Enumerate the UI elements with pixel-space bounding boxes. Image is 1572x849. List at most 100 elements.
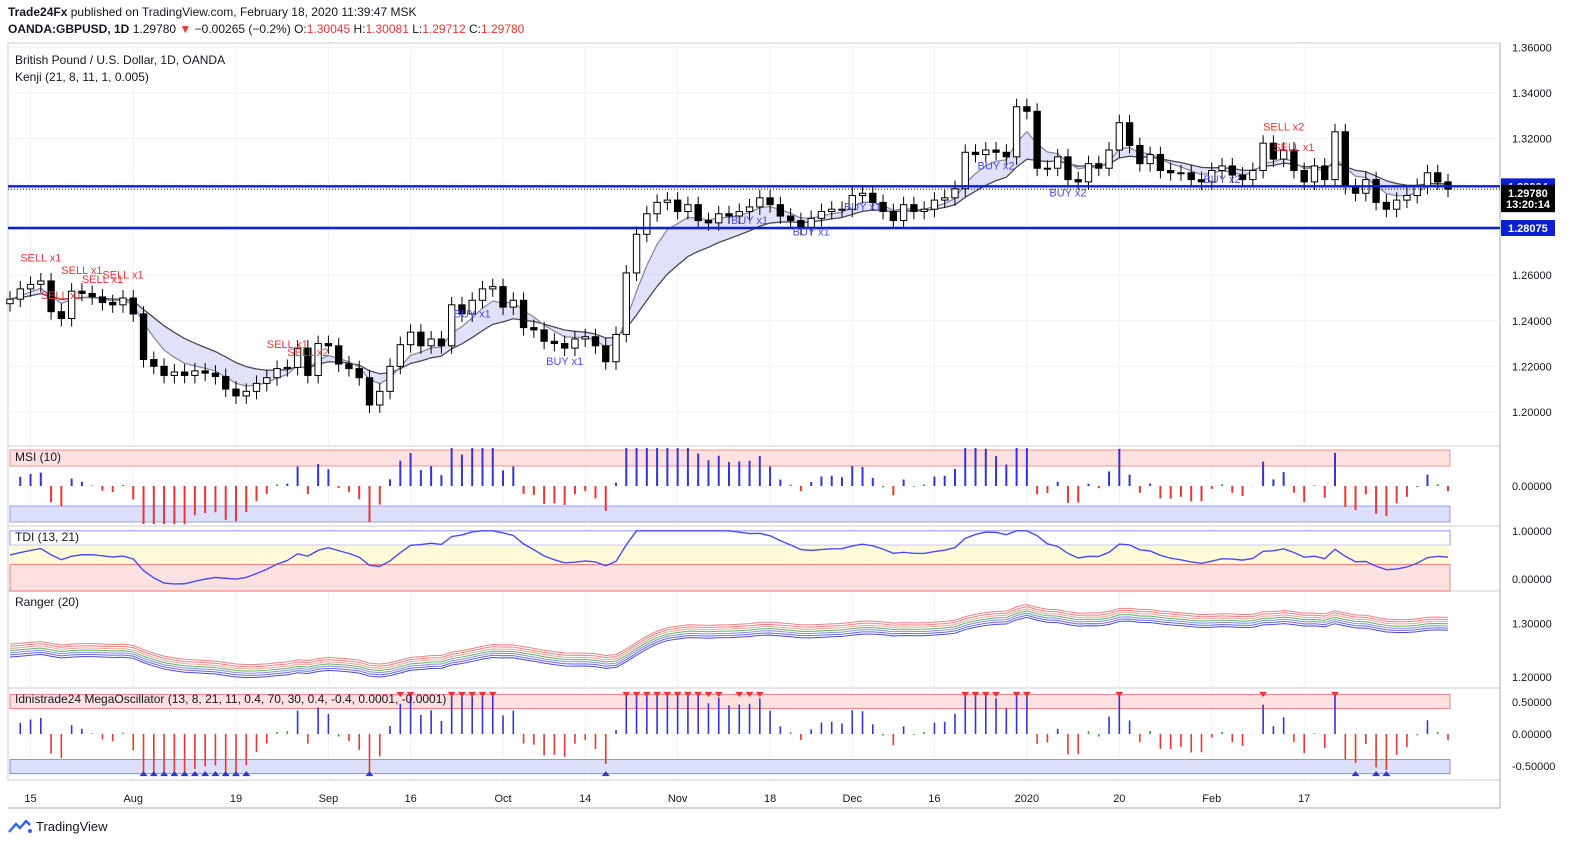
candle-body xyxy=(694,204,702,222)
candle-body xyxy=(283,366,292,370)
ranger-line xyxy=(9,603,1449,666)
pane-title: MSI (10) xyxy=(15,450,61,464)
candle-body xyxy=(653,201,661,215)
candle-body xyxy=(971,151,980,156)
ranger-line xyxy=(9,606,1449,668)
candle-body xyxy=(447,304,456,347)
x-tick-label: 2020 xyxy=(1015,793,1039,805)
candle-body xyxy=(879,201,887,212)
x-tick-label: Oct xyxy=(494,793,511,805)
tdi-band-mid xyxy=(10,545,1450,565)
sell-arrow-icon xyxy=(673,691,682,697)
candle-body xyxy=(735,210,743,217)
candle-body xyxy=(252,382,261,392)
y-tick-label: 1.36000 xyxy=(1512,43,1552,55)
tradingview-brand[interactable]: TradingView xyxy=(8,819,108,834)
candle-body xyxy=(571,338,579,349)
candle-body xyxy=(1187,172,1195,181)
y-tick-label: 1.24000 xyxy=(1512,316,1552,328)
candle-body xyxy=(304,347,312,376)
sell-arrow-icon xyxy=(1115,691,1124,697)
pane-3 xyxy=(7,590,1501,689)
buy-signal-label: BUY x1 xyxy=(844,201,881,213)
candle-body xyxy=(16,288,24,300)
pane-title: TDI (13, 21) xyxy=(15,530,79,544)
candle-body xyxy=(427,338,435,347)
sell-arrow-icon xyxy=(478,691,487,697)
ranger-line xyxy=(9,616,1449,679)
candle-body xyxy=(622,272,630,335)
buy-signal-label: BUY x2 xyxy=(978,160,1015,172)
x-tick-label: 16 xyxy=(928,793,940,805)
x-tick-label: 20 xyxy=(1113,793,1125,805)
sell-arrow-icon xyxy=(1022,691,1031,697)
candle-body xyxy=(98,296,107,304)
sell-arrow-icon xyxy=(683,691,692,697)
high-label: H: xyxy=(353,22,366,36)
candle-body xyxy=(786,215,795,222)
candle-body xyxy=(1290,149,1298,172)
buy-arrow-icon xyxy=(180,771,189,777)
candle-body xyxy=(1166,170,1175,174)
candle-body xyxy=(6,298,14,305)
buy-arrow-icon xyxy=(211,771,220,777)
sell-arrow-icon xyxy=(663,691,672,697)
candle-body xyxy=(776,204,785,217)
candle-body xyxy=(951,188,959,199)
candle-body xyxy=(982,149,990,156)
sell-arrow-icon xyxy=(735,691,744,697)
sell-signal-label: SELL x1 xyxy=(20,253,61,265)
candle-body xyxy=(499,286,507,308)
candle-body xyxy=(180,371,189,376)
open-value: 1.30045 xyxy=(306,22,351,36)
candle-body xyxy=(1084,163,1093,183)
last-price: 1.29780 xyxy=(132,22,177,36)
close-value: 1.29780 xyxy=(480,22,525,36)
tdi-line xyxy=(9,530,1449,585)
y-tick-label: 0.00000 xyxy=(1512,574,1552,586)
last-price-label: 1.29780 xyxy=(1508,188,1548,200)
candle-body xyxy=(817,210,826,219)
candle-body xyxy=(478,288,487,301)
candle-body xyxy=(88,292,96,298)
x-tick-label: 15 xyxy=(24,793,36,805)
candle-body xyxy=(1208,170,1216,183)
candle-body xyxy=(1434,172,1442,183)
buy-arrow-icon xyxy=(1382,771,1391,777)
last-price-label-bg xyxy=(1501,184,1555,201)
candle-body xyxy=(643,213,651,235)
sell-arrow-icon xyxy=(704,691,713,697)
brand-label: TradingView xyxy=(36,819,108,834)
buy-signal-label: BUY x1 xyxy=(731,215,768,227)
candle-body xyxy=(139,313,148,360)
countdown-bg xyxy=(1501,197,1555,213)
candle-body xyxy=(211,372,220,378)
buy-signal-label: BUY x2 xyxy=(1203,174,1240,186)
candle-body xyxy=(910,204,918,212)
tdi-band-bottom xyxy=(9,564,1451,592)
buy-arrow-icon xyxy=(170,771,179,777)
mega-band-top xyxy=(9,693,1451,709)
y-tick-label: -0.50000 xyxy=(1512,761,1555,773)
ranger-line xyxy=(9,608,1449,670)
tdi-band-top xyxy=(9,530,1451,546)
candle-body xyxy=(869,192,877,203)
candle-body xyxy=(1125,122,1134,146)
candle-body xyxy=(355,368,363,379)
x-tick-label: 14 xyxy=(579,793,591,805)
sell-arrow-icon xyxy=(653,691,662,697)
candle-body xyxy=(1146,154,1154,165)
candle-body xyxy=(47,280,55,313)
publisher-name[interactable]: Trade24Fx xyxy=(8,5,68,19)
ohlc-line: OANDA:GBPUSD, 1D 1.29780 ▼ −0.00265 (−0.… xyxy=(8,22,524,36)
candle-body xyxy=(458,304,466,315)
candle-body xyxy=(1228,165,1236,176)
sell-arrow-icon xyxy=(694,691,703,697)
candle-body xyxy=(242,390,250,397)
candle-body xyxy=(1095,163,1103,169)
candle-body xyxy=(1105,149,1113,169)
candle-body xyxy=(293,347,302,368)
buy-arrow-icon xyxy=(221,771,230,777)
buy-arrow-icon xyxy=(149,771,158,777)
